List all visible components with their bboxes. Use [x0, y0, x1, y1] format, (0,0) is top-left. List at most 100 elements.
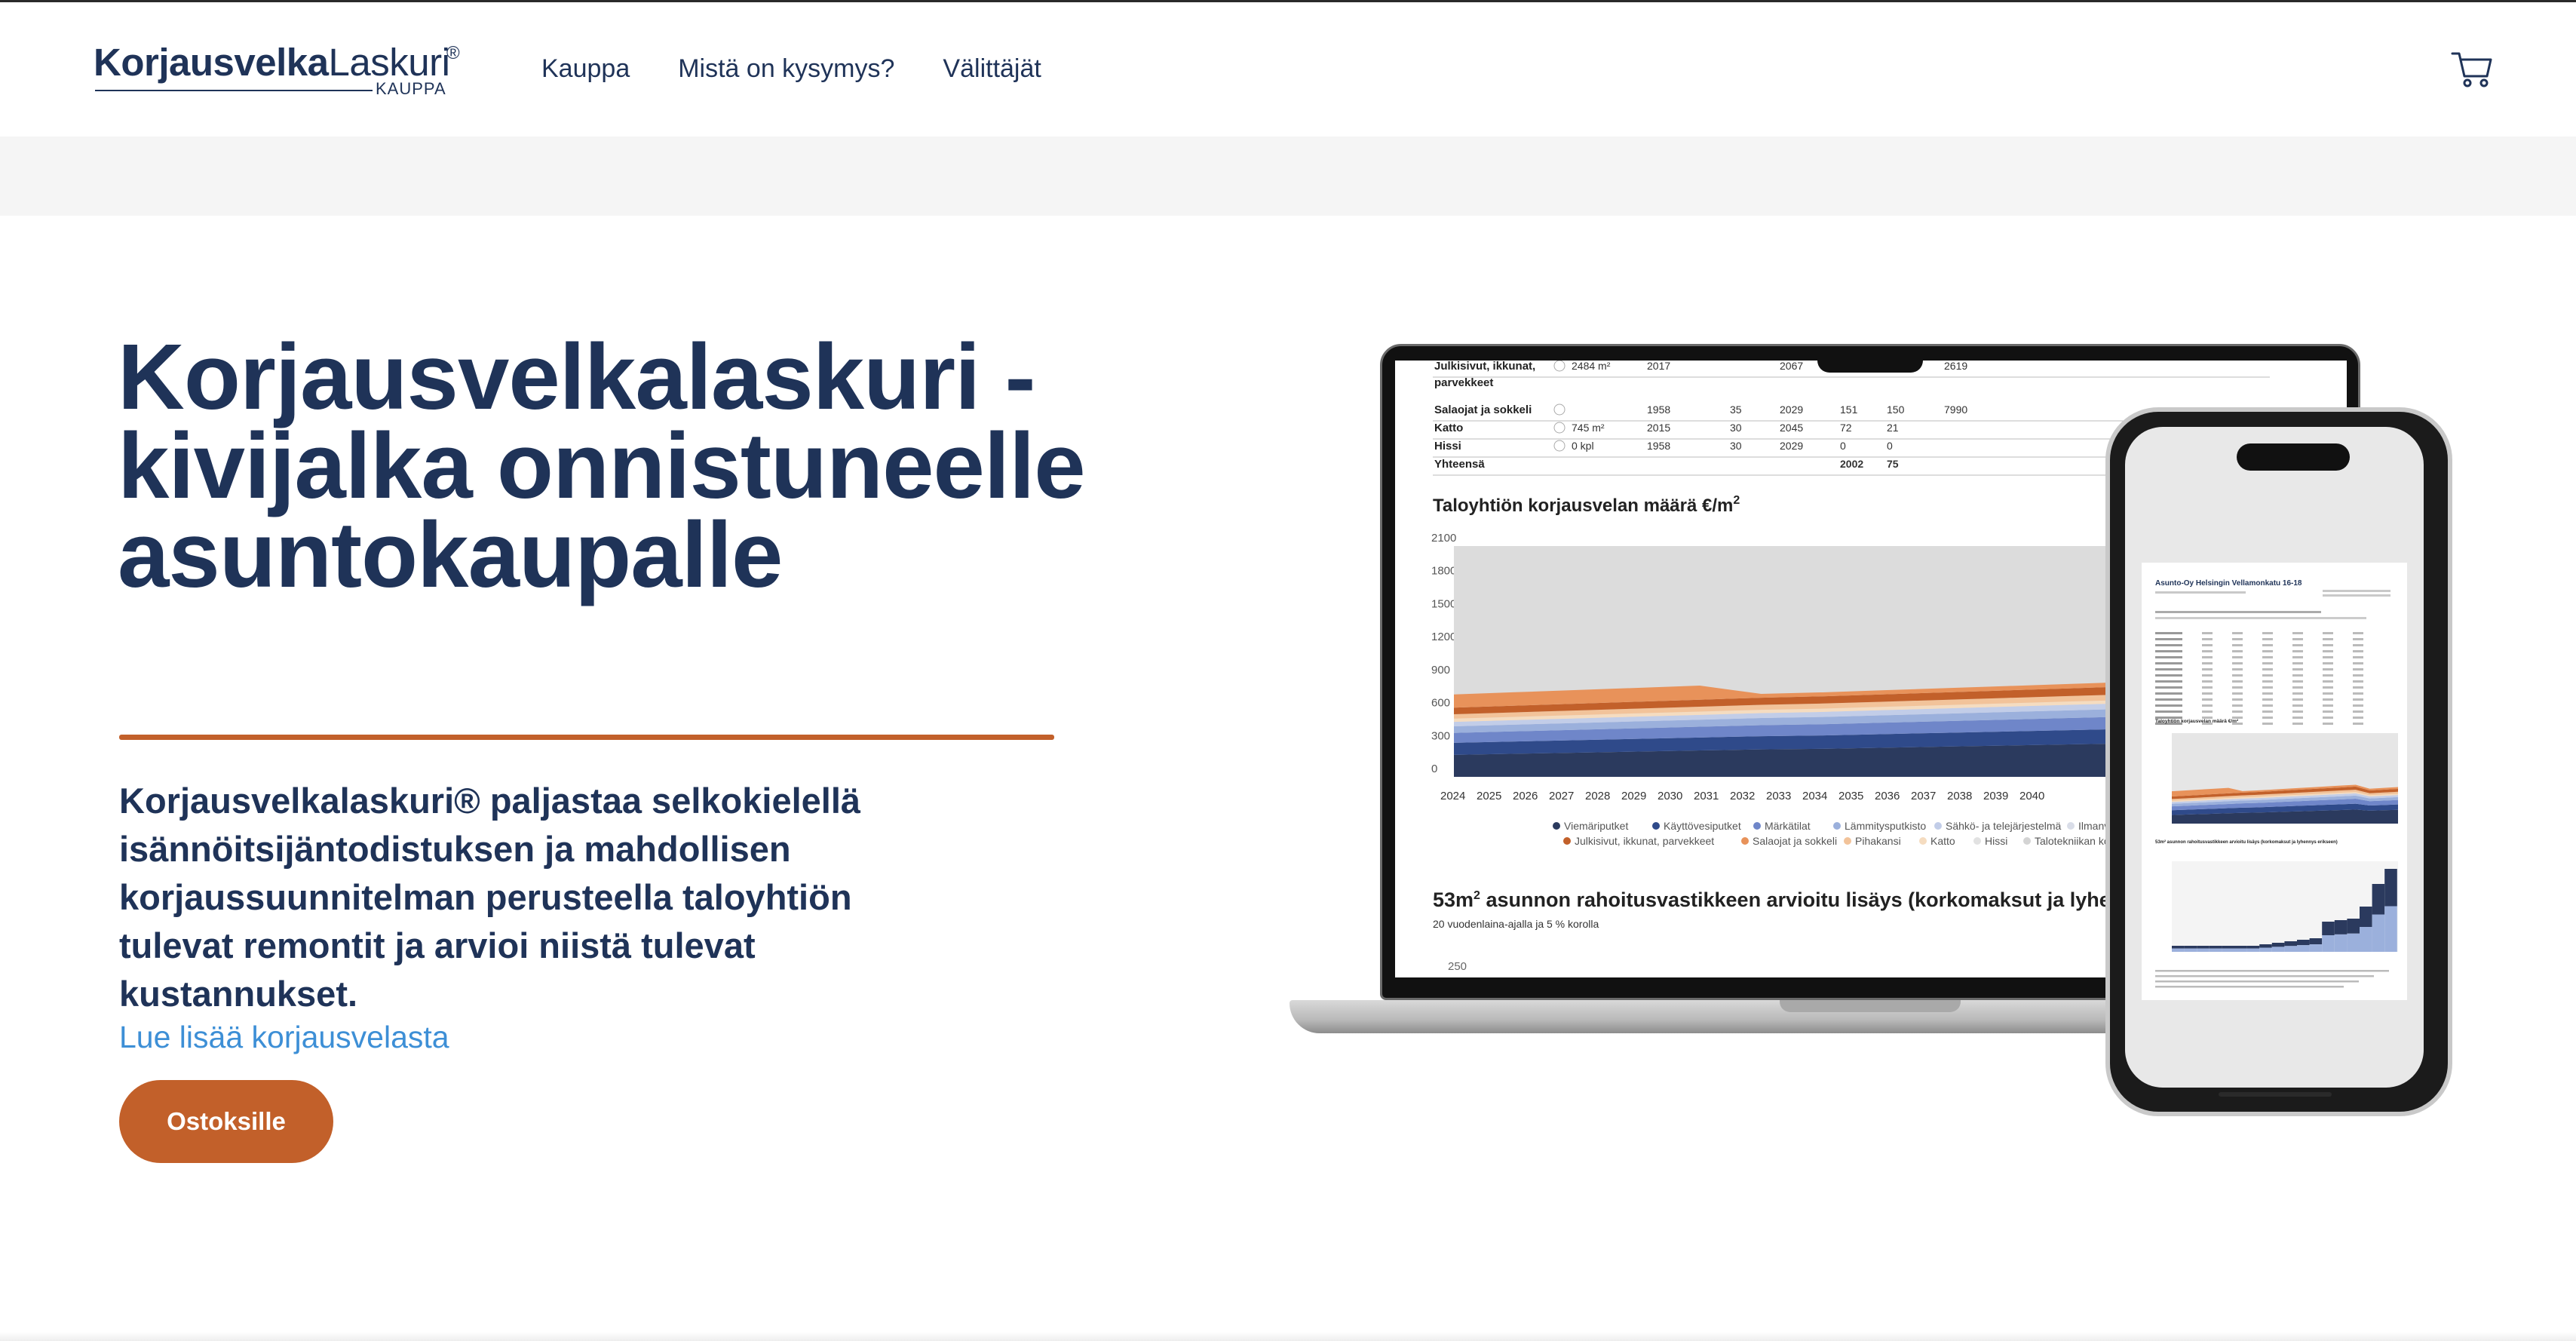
table-cell: 150 [1887, 404, 1905, 416]
table-cell: 745 m² [1572, 422, 1605, 434]
phone-area-series [2172, 790, 2398, 801]
logo-registered-mark: ® [446, 43, 460, 63]
phone-table-cell [2323, 704, 2333, 707]
y-tick-label: 2100 [1431, 532, 1456, 545]
phone-bar [2172, 948, 2185, 952]
legend-swatch [1652, 822, 1660, 830]
table-cell: 72 [1840, 422, 1852, 434]
logo-subtitle: KAUPPA [376, 79, 446, 98]
legend-label: Märkätilat [1765, 820, 1811, 832]
phone-bar [2322, 935, 2335, 952]
shop-button[interactable]: Ostoksille [119, 1080, 333, 1163]
chart-y-axis: 2100 1800 1500 1200 900 600 300 0 [1431, 532, 1456, 775]
section2-ytick: 250 [1448, 960, 1467, 973]
phone-table-cell [2323, 680, 2333, 683]
phone-table-cell [2323, 710, 2333, 713]
phone-table-cell [2262, 674, 2273, 677]
y-tick-label: 0 [1431, 763, 1437, 775]
nav-item-valittajat[interactable]: Välittäjät [943, 54, 1041, 83]
nav-item-mista-on-kysymys[interactable]: Mistä on kysymys? [678, 54, 895, 83]
x-tick-label: 2038 [1947, 790, 1972, 802]
legend-swatch [2023, 837, 2031, 845]
phone-bar [2284, 941, 2297, 947]
info-icon [1553, 422, 1566, 434]
table-cell: 30 [1730, 440, 1742, 452]
phone-bar [2360, 907, 2372, 927]
phone-section2-chart [2172, 861, 2398, 952]
phone-report-page: Asunto-Oy Helsingin Vellamonkatu 16-18 T… [2142, 563, 2407, 1000]
phone-table-cell [2262, 632, 2273, 634]
phone-table-cell [2232, 692, 2243, 695]
table-cell: 1958 [1647, 404, 1670, 416]
phone-table-cell [2262, 704, 2273, 707]
phone-bar [2284, 946, 2297, 952]
y-tick-label: 600 [1431, 697, 1450, 710]
phone-table-cell [2292, 723, 2303, 725]
site-logo[interactable]: KorjausvelkaLaskuri ® KAUPPA [94, 40, 463, 100]
phone-table-row [2155, 674, 2182, 677]
section2-title-rest: asunnon rahoitusvastikkeen arvioitu lisä… [1480, 888, 2147, 911]
phone-table-cell [2232, 698, 2243, 701]
phone-bar [2172, 946, 2185, 949]
phone-table-cell [2232, 662, 2243, 664]
table-cell: 1958 [1647, 440, 1670, 452]
phone-chart-areas [2172, 784, 2398, 824]
phone-bar [2322, 922, 2335, 935]
read-more-link[interactable]: Lue lisää korjausvelasta [119, 1020, 449, 1054]
phone-table-cell [2353, 674, 2363, 677]
phone-table-cell [2202, 656, 2213, 658]
legend-label: Talotekniikan kok [2035, 835, 2116, 847]
phone-table-cell [2262, 662, 2273, 664]
phone-table-cell [2353, 632, 2363, 634]
chart-title-text: Taloyhtiön korjausvelan määrä €/m [1433, 496, 1733, 516]
info-icon [1553, 440, 1566, 452]
logo-regular-text: Laskuri [328, 41, 450, 84]
legend-swatch [1973, 837, 1981, 845]
phone-bar [2372, 914, 2385, 952]
phone-area-series [2172, 809, 2398, 824]
legend-label: Ilmanv [2078, 820, 2109, 832]
legend-swatch [1833, 822, 1841, 830]
phone-table-cell [2202, 632, 2213, 634]
cart-icon[interactable] [2449, 46, 2495, 91]
phone-doc-meta-right [2323, 590, 2390, 592]
phone-table-cell [2292, 692, 2303, 695]
phone-bar [2271, 943, 2285, 947]
phone-bar [2384, 906, 2397, 952]
phone-table-cell [2262, 698, 2273, 701]
phone-table-row [2155, 644, 2182, 646]
legend-label: Sähkö- ja telejärjestelmä [1946, 820, 2062, 832]
phone-table-cell [2323, 662, 2333, 664]
phone-table-row [2155, 704, 2182, 707]
phone-bar [2234, 948, 2247, 952]
phone-table-cell [2292, 644, 2303, 646]
phone-home-indicator [2219, 1092, 2332, 1097]
phone-table-cell [2262, 644, 2273, 646]
x-tick-label: 2039 [1983, 790, 2008, 802]
chart-x-axis: 2024 2025 2026 2027 2028 2029 2030 2031 2032 2033… [1440, 790, 2044, 802]
cart-icon-graphic [2451, 52, 2492, 87]
phone-table-cell [2202, 662, 2213, 664]
table-cell: 2015 [1647, 422, 1670, 434]
legend-swatch [1563, 837, 1571, 845]
logo-bold-text: Korjausvelka [94, 41, 329, 84]
phone-bar [2234, 946, 2247, 949]
table-cell: 2029 [1780, 404, 1803, 416]
phone-table-cell [2323, 692, 2333, 695]
phone-table-cell [2353, 662, 2363, 664]
phone-table-cell [2292, 650, 2303, 652]
phone-footer-line [2155, 970, 2389, 972]
phone-table-cell [2232, 723, 2243, 725]
phone-bar [2259, 947, 2272, 952]
laptop-notch [1817, 347, 1923, 373]
x-tick-label: 2037 [1911, 790, 1936, 802]
phone-table-cell [2202, 710, 2213, 713]
phone-section2-title: 53m² asunnon rahoitusvastikkeen arvioitu… [2155, 839, 2338, 845]
phone-bar [2246, 946, 2260, 949]
info-icon [1553, 361, 1566, 372]
nav-item-kauppa[interactable]: Kauppa [541, 54, 630, 83]
phone-table-cell [2292, 674, 2303, 677]
hero-divider [119, 735, 1054, 740]
phone-table-row [2155, 692, 2182, 695]
y-tick-label: 1800 [1431, 565, 1456, 578]
